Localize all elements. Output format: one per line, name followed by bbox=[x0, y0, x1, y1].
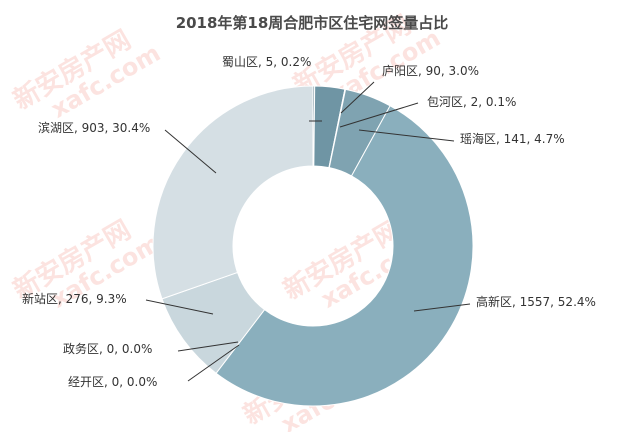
leader-line-高新区 bbox=[413, 303, 471, 312]
leader-line-滨湖区 bbox=[164, 129, 217, 174]
slice-高新区 bbox=[215, 105, 474, 407]
leader-line-包河区 bbox=[339, 102, 419, 128]
leader-line-新站区 bbox=[145, 299, 214, 315]
slice-label-经开区: 经开区, 0, 0.0% bbox=[68, 375, 157, 389]
slice-labels: 蜀山区, 5, 0.2% 庐阳区, 90, 3.0% 包河区, 2, 0.1% 瑶海区… bbox=[22, 55, 596, 389]
leader-lines bbox=[145, 81, 471, 382]
chart-title: 2018年第18周合肥市区住宅网签量占比 bbox=[176, 14, 449, 32]
slice-label-新站区: 新站区, 276, 9.3% bbox=[22, 291, 127, 306]
slice-label-庐阳区: 庐阳区, 90, 3.0% bbox=[382, 63, 479, 78]
slice-label-滨湖区: 滨湖区, 903, 30.4% bbox=[38, 120, 150, 135]
donut-slices bbox=[152, 85, 474, 407]
slice-label-包河区: 包河区, 2, 0.1% bbox=[427, 95, 516, 109]
slice-label-蜀山区: 蜀山区, 5, 0.2% bbox=[222, 55, 311, 69]
slice-滨湖区 bbox=[152, 85, 314, 300]
slice-label-政务区: 政务区, 0, 0.0% bbox=[63, 341, 152, 356]
leader-line-庐阳区 bbox=[340, 81, 375, 114]
leader-line-瑶海区 bbox=[358, 129, 455, 142]
leader-line-政务区 bbox=[177, 341, 239, 352]
slice-label-瑶海区: 瑶海区, 141, 4.7% bbox=[460, 131, 565, 146]
leader-line-经开区 bbox=[187, 344, 240, 382]
slice-label-高新区: 高新区, 1557, 52.4% bbox=[476, 294, 596, 309]
